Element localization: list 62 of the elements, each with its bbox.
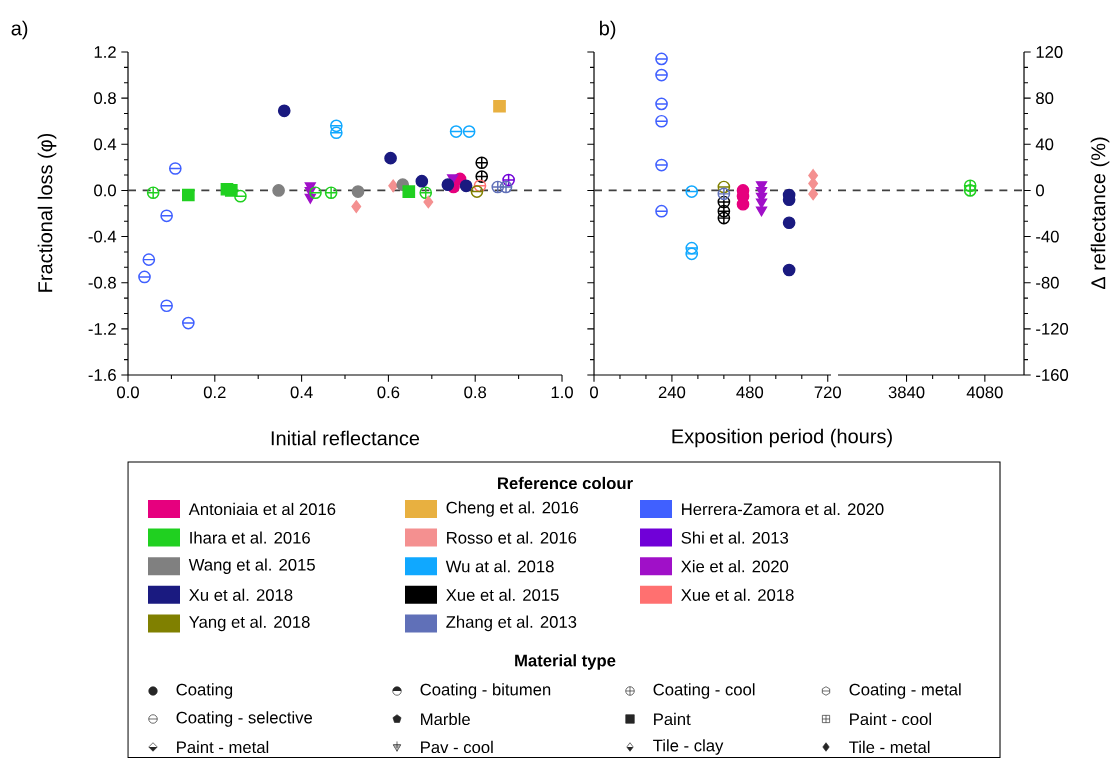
x-tick-label: 4080 [966,386,1003,399]
category-label: Coating - cool [653,683,755,699]
legend-label: Herrera-Zamora et al. 2020 [682,502,884,516]
legend-title: Reference colour [498,476,633,490]
legend-label: Wang et al. 2015 [188,558,315,574]
legend-label: Shi et al. 2013 [681,531,789,544]
category-label: Paint [654,712,691,726]
legend-label: Xie et al. 2020 [681,560,789,573]
y2-axis-title: Δ reflectance (%) [1090,137,1110,290]
x-tick-label: 720 [814,386,841,399]
y2-tick-label: 120 [1036,46,1063,58]
legend-label: Xu et al. 2018 [189,588,293,601]
x-tick-label: 480 [736,386,764,399]
x-tick-label: 3840 [888,386,925,399]
x-tick-label: 0.8 [464,386,487,399]
y-tick-label: 0.8 [94,92,116,105]
category-label: Coating - metal [849,683,961,699]
legend-label: Yang et al. 2018 [189,615,310,632]
legend-label: Cheng et al. 2016 [446,501,579,517]
category-label: Coating - selective [176,711,313,727]
y2-tick-label: -80 [1036,276,1059,289]
x-tick-label: 0.4 [290,386,313,399]
y2-tick-label: -160 [1036,369,1069,381]
text: Material type [515,654,616,670]
legend-label: Antoniaia et al 2016 [188,502,336,516]
x-tick-label: 0.2 [203,386,226,399]
legend-label: Zhang et al. 2013 [446,615,577,632]
y2-tick-label: 40 [1035,138,1054,151]
legend-label: Ihara et al. 2016 [190,531,310,544]
y-tick-label: 0.4 [94,138,117,151]
y-tick-label: 0.0 [94,184,116,197]
x-axis-title: Initial reflectance [271,430,420,446]
chart-title: a) [11,20,28,40]
legend-label: Wu at al. 2018 [445,560,554,573]
y2-tick-label: 0 [1036,184,1044,197]
y-tick-label: -0.4 [88,230,117,243]
x-tick-label: 240 [658,386,686,399]
chart-title: b) [600,20,616,40]
category-label: Coating [176,683,233,699]
y-tick-label: 1.2 [94,46,116,58]
x-tick-label: 0.0 [117,386,139,399]
x-tick-label: 0 [590,386,598,399]
category-label: Paint - cool [850,712,931,726]
y2-tick-label: -120 [1036,322,1069,335]
x-tick-label: 1.0 [551,386,573,399]
x-axis-title: Exposition period (hours) [672,428,892,448]
x-tick-label: 0.6 [377,386,400,399]
y-tick-label: -1.6 [88,369,116,381]
legend-label: Xue et al. 2015 [446,588,559,601]
y-axis-title: Fractional loss (φ) [37,133,57,292]
category-label: Pav - cool [421,740,493,754]
category-label: Coating - bitumen [420,683,551,699]
y-tick-label: -0.8 [88,276,116,289]
legend-label: Rosso et al. 2016 [447,531,577,544]
category-label: Marble [421,712,470,726]
y2-tick-label: 80 [1036,92,1054,105]
category-label: Tile - clay [653,739,724,755]
legend-label: Xue et al. 2018 [681,588,794,601]
y2-tick-label: -40 [1036,230,1059,243]
category-label: Paint - metal [177,740,269,754]
category-label: Tile - metal [849,740,930,754]
y-tick-label: -1.2 [88,323,116,335]
